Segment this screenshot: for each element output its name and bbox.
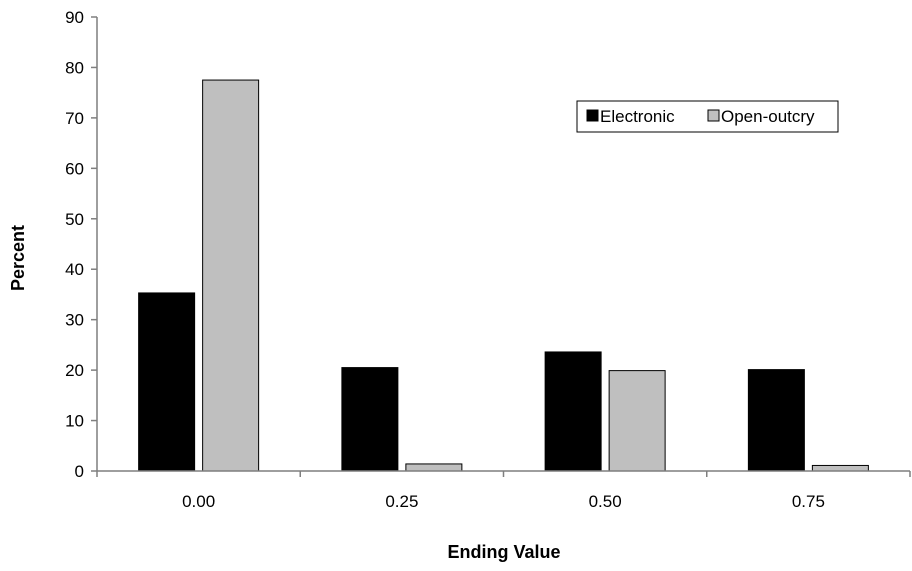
x-axis-ticks: 0.00 0.25 0.50 0.75 [96, 471, 911, 511]
x-tick-label: 0.00 [182, 492, 215, 511]
bar-electronic-1 [341, 367, 399, 472]
legend-label-electronic: Electronic [600, 107, 675, 126]
bar-open-outcry-3 [811, 464, 869, 472]
y-tick-label: 10 [65, 412, 84, 431]
bar-open-outcry-1 [405, 463, 463, 472]
legend-swatch-open-outcry [707, 109, 720, 122]
y-tick-label: 40 [65, 260, 84, 279]
bar-open-outcry-2 [608, 370, 666, 472]
bar-electronic-3 [747, 369, 805, 472]
bar-electronic-0 [138, 292, 196, 472]
y-tick-label: 30 [65, 311, 84, 330]
bar-open-outcry-0 [202, 79, 260, 472]
y-tick-label: 50 [65, 210, 84, 229]
y-axis-title: Percent [8, 225, 28, 291]
y-tick-label: 60 [65, 159, 84, 178]
x-tick-label: 0.50 [589, 492, 622, 511]
bar-electronic-2 [544, 351, 602, 472]
bars [138, 79, 869, 472]
y-tick-label: 70 [65, 109, 84, 128]
y-tick-label: 0 [75, 462, 84, 481]
y-tick-label: 20 [65, 361, 84, 380]
x-tick-label: 0.25 [385, 492, 418, 511]
x-axis-title: Ending Value [447, 542, 560, 562]
legend: Electronic Open-outcry [576, 100, 839, 133]
y-tick-label: 90 [65, 8, 84, 27]
legend-label-open-outcry: Open-outcry [721, 107, 815, 126]
y-tick-label: 80 [65, 58, 84, 77]
x-tick-label: 0.75 [792, 492, 825, 511]
y-axis-ticks: 0 10 20 30 40 50 60 70 80 90 [65, 8, 97, 481]
legend-swatch-electronic [586, 109, 599, 122]
